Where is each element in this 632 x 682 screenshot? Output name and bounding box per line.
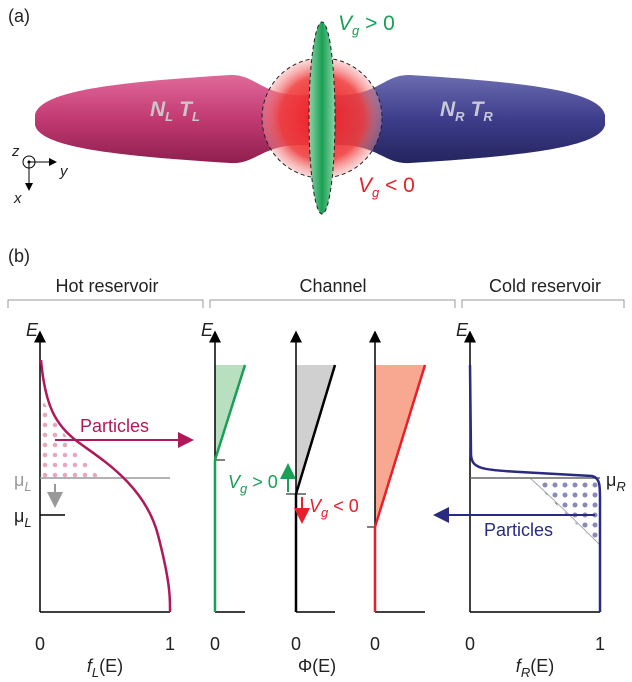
brackets bbox=[8, 300, 624, 308]
x-label: Φ(E) bbox=[298, 656, 336, 676]
gate-negative-label: Vg < 0 bbox=[358, 174, 415, 200]
energy-label: E bbox=[456, 320, 469, 340]
panel-label: (b) bbox=[8, 246, 30, 266]
tick-label: 0 bbox=[35, 634, 45, 654]
header: Channel bbox=[299, 276, 366, 296]
gate-positive-label: Vg > 0 bbox=[228, 472, 278, 496]
x-label: fR(E) bbox=[516, 656, 554, 680]
gate-negative-label: Vg < 0 bbox=[309, 496, 359, 520]
tick-label: 0 bbox=[291, 634, 301, 654]
tick-label: 0 bbox=[370, 634, 380, 654]
energy-label: E bbox=[26, 320, 39, 340]
tick-label: 0 bbox=[465, 634, 475, 654]
panel-label: (a) bbox=[8, 6, 30, 26]
header: Cold reservoir bbox=[489, 276, 601, 296]
channel-plots: E Vg > 0 Vg < 0 0 0 0 Φ(E) bbox=[201, 320, 425, 676]
axis-x: x bbox=[13, 190, 22, 207]
distribution-curve bbox=[41, 360, 170, 612]
tick-label: 1 bbox=[165, 634, 175, 654]
mu-label: μL bbox=[14, 470, 32, 494]
axis-y: y bbox=[59, 163, 69, 180]
header: Hot reservoir bbox=[55, 276, 158, 296]
mu-label: μL bbox=[14, 506, 32, 530]
hot-plot: Particles μL μL E 0 1 fL(E) bbox=[14, 320, 192, 680]
particles-label: Particles bbox=[484, 520, 553, 540]
gate-beam bbox=[309, 22, 335, 214]
axis-z: z bbox=[11, 143, 20, 160]
cold-plot: Particles μR E 0 1 fR(E) bbox=[435, 320, 626, 680]
gate-positive-label: Vg > 0 bbox=[338, 12, 395, 38]
particles-label: Particles bbox=[80, 416, 149, 436]
figure: (a) NLTL NRTR Vg > 0 Vg < 0 z y x (b) Ho… bbox=[0, 0, 632, 682]
energy-label: E bbox=[201, 320, 214, 340]
tick-label: 1 bbox=[595, 634, 605, 654]
tick-label: 0 bbox=[210, 634, 220, 654]
coordinate-axes: z y x bbox=[11, 143, 69, 207]
mu-label: μR bbox=[606, 470, 626, 494]
x-label: fL(E) bbox=[87, 656, 123, 680]
